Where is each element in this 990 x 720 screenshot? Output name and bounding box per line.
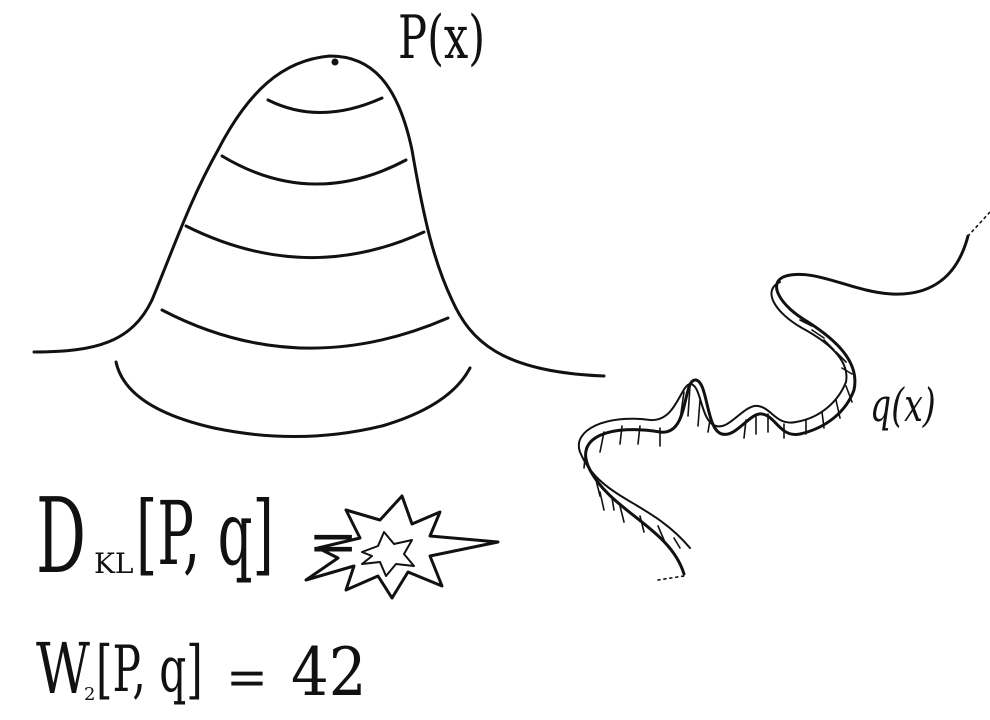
- p-distribution-hill: [32, 54, 606, 438]
- wasserstein-subscript: 2: [84, 684, 96, 705]
- explosion-outer: [304, 494, 500, 600]
- p-contour-top: [266, 96, 384, 114]
- kl-equals-sign: =: [308, 507, 359, 577]
- p-contour-3: [184, 224, 426, 259]
- p-contour-2: [220, 154, 408, 186]
- wasserstein-symbol: W: [36, 628, 90, 710]
- q-label: q(x): [870, 378, 936, 432]
- q-distribution-ribbon: [577, 211, 990, 581]
- kl-subscript: KL: [94, 547, 134, 580]
- wasserstein-equals-sign: =: [226, 648, 268, 706]
- wasserstein-arguments: [P, q]: [96, 633, 203, 707]
- wasserstein-value: 42: [291, 634, 367, 711]
- kl-arguments: [P, q]: [136, 482, 274, 585]
- kl-symbol: D: [36, 475, 87, 597]
- p-contour-base: [114, 360, 472, 438]
- q-ribbon-edge-a: [584, 234, 970, 576]
- p-label: P(x): [398, 3, 486, 73]
- p-contour-4: [160, 308, 450, 350]
- p-peak-dot: [331, 58, 339, 66]
- q-ribbon-hatching: [583, 309, 853, 549]
- q-ribbon-dotted-end-left: [657, 575, 685, 581]
- explosion-icon: [304, 494, 500, 600]
- p-outline-curve: [32, 54, 606, 378]
- q-ribbon-edge-b: [577, 281, 848, 549]
- explosion-inner: [361, 531, 415, 577]
- q-ribbon-dotted-end-right: [967, 211, 990, 237]
